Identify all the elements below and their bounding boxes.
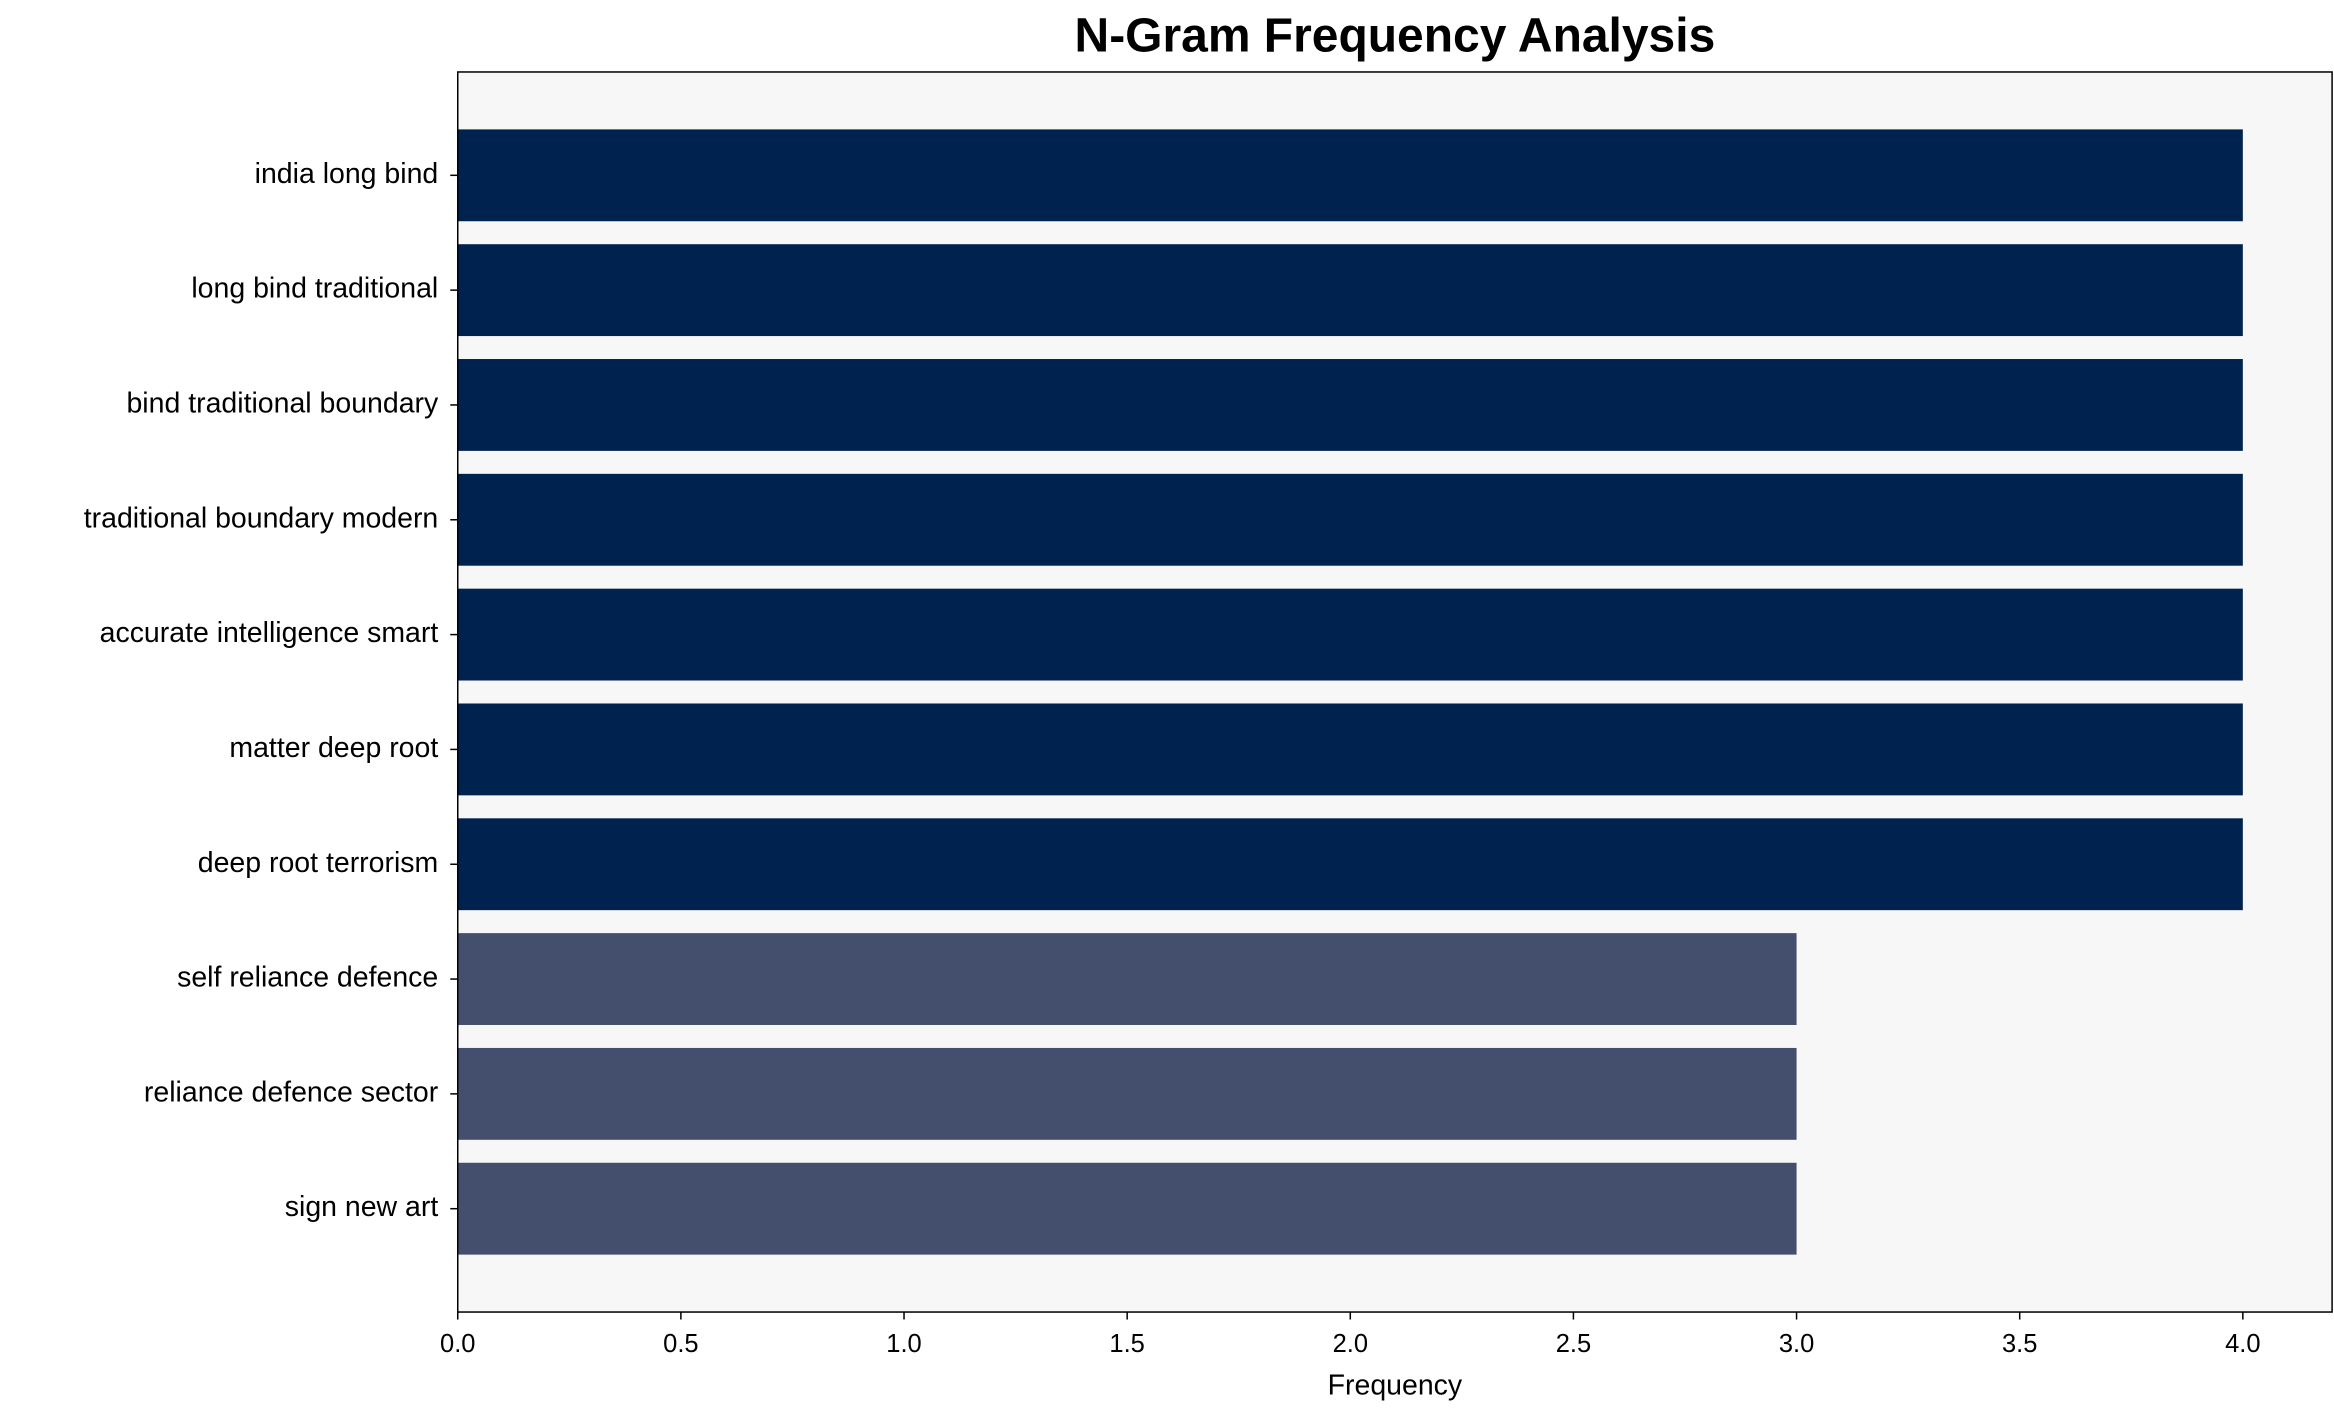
x-tick-label: 0.5	[663, 1330, 698, 1358]
y-tick-label: self reliance defence	[177, 962, 438, 994]
x-tick-label: 1.5	[1109, 1330, 1144, 1358]
x-tick-label: 3.5	[2002, 1330, 2037, 1358]
y-tick-label: sign new art	[285, 1191, 439, 1223]
x-tick-label: 0.0	[440, 1330, 475, 1358]
y-tick-label: accurate intelligence smart	[100, 617, 439, 649]
x-tick-label: 3.0	[1779, 1330, 1814, 1358]
x-tick-label: 1.0	[886, 1330, 921, 1358]
bar	[457, 703, 2243, 796]
x-tick-label: 4.0	[2225, 1330, 2260, 1358]
plot-frame	[457, 71, 2333, 1313]
bar	[457, 1162, 1797, 1255]
bar	[457, 473, 2243, 566]
y-tick-label: india long bind	[255, 158, 439, 190]
y-tick-label: reliance defence sector	[144, 1076, 438, 1108]
chart-title: N-Gram Frequency Analysis	[1075, 10, 1716, 63]
x-tick-label: 2.0	[1333, 1330, 1368, 1358]
x-axis-label: Frequency	[1328, 1370, 1463, 1402]
x-tick-label: 2.5	[1556, 1330, 1591, 1358]
bar	[457, 244, 2243, 337]
y-tick-label: traditional boundary modern	[84, 502, 439, 534]
y-tick-label: matter deep root	[229, 732, 438, 764]
bar	[457, 129, 2243, 222]
y-tick-label: deep root terrorism	[198, 847, 439, 879]
bar	[457, 588, 2243, 681]
bar	[457, 933, 1797, 1025]
bar	[457, 359, 2243, 451]
y-tick-label: bind traditional boundary	[126, 387, 439, 419]
y-tick-label: long bind traditional	[191, 273, 438, 305]
bar	[457, 818, 2243, 911]
bar	[457, 1047, 1797, 1140]
